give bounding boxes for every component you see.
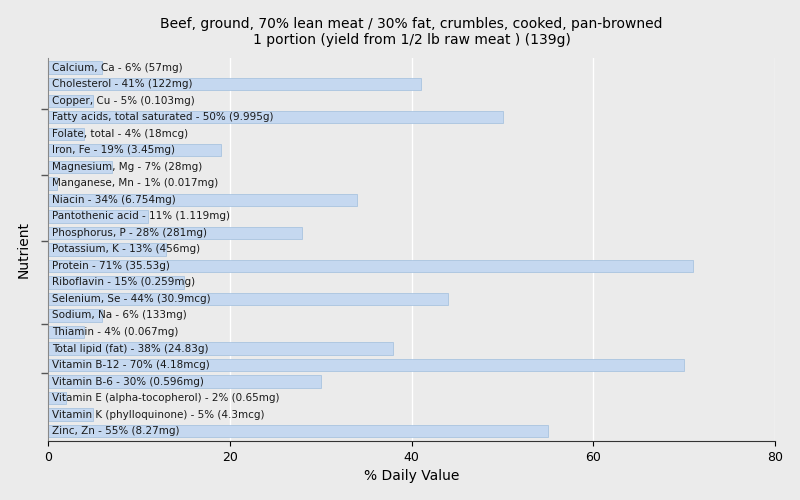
Bar bbox=[48, 160, 111, 173]
Text: Magnesium, Mg - 7% (28mg): Magnesium, Mg - 7% (28mg) bbox=[53, 162, 202, 172]
Bar bbox=[48, 293, 448, 305]
Text: Protein - 71% (35.53g): Protein - 71% (35.53g) bbox=[53, 261, 170, 271]
Text: Iron, Fe - 19% (3.45mg): Iron, Fe - 19% (3.45mg) bbox=[53, 146, 175, 156]
Text: Vitamin K (phylloquinone) - 5% (4.3mcg): Vitamin K (phylloquinone) - 5% (4.3mcg) bbox=[53, 410, 265, 420]
Text: Copper, Cu - 5% (0.103mg): Copper, Cu - 5% (0.103mg) bbox=[53, 96, 195, 106]
Text: Phosphorus, P - 28% (281mg): Phosphorus, P - 28% (281mg) bbox=[53, 228, 207, 238]
Bar bbox=[48, 194, 357, 206]
Text: Zinc, Zn - 55% (8.27mg): Zinc, Zn - 55% (8.27mg) bbox=[53, 426, 180, 436]
Bar bbox=[48, 94, 94, 107]
Bar bbox=[48, 276, 184, 288]
Text: Fatty acids, total saturated - 50% (9.995g): Fatty acids, total saturated - 50% (9.99… bbox=[53, 112, 274, 122]
Text: Thiamin - 4% (0.067mg): Thiamin - 4% (0.067mg) bbox=[53, 327, 179, 337]
Bar bbox=[48, 128, 84, 140]
Bar bbox=[48, 210, 148, 222]
Text: Riboflavin - 15% (0.259mg): Riboflavin - 15% (0.259mg) bbox=[53, 278, 195, 287]
Text: Vitamin E (alpha-tocopherol) - 2% (0.65mg): Vitamin E (alpha-tocopherol) - 2% (0.65m… bbox=[53, 393, 280, 403]
Bar bbox=[48, 408, 94, 421]
Bar bbox=[48, 425, 548, 438]
Bar bbox=[48, 177, 57, 190]
Bar bbox=[48, 376, 321, 388]
Text: Cholesterol - 41% (122mg): Cholesterol - 41% (122mg) bbox=[53, 79, 193, 89]
Bar bbox=[48, 342, 394, 354]
Bar bbox=[48, 310, 102, 322]
Bar bbox=[48, 243, 166, 256]
Text: Folate, total - 4% (18mcg): Folate, total - 4% (18mcg) bbox=[53, 129, 189, 139]
Text: Vitamin B-12 - 70% (4.18mcg): Vitamin B-12 - 70% (4.18mcg) bbox=[53, 360, 210, 370]
X-axis label: % Daily Value: % Daily Value bbox=[364, 470, 459, 484]
Text: Selenium, Se - 44% (30.9mcg): Selenium, Se - 44% (30.9mcg) bbox=[53, 294, 211, 304]
Text: Niacin - 34% (6.754mg): Niacin - 34% (6.754mg) bbox=[53, 195, 176, 205]
Bar bbox=[48, 326, 84, 338]
Text: Pantothenic acid - 11% (1.119mg): Pantothenic acid - 11% (1.119mg) bbox=[53, 212, 230, 222]
Bar bbox=[48, 78, 421, 90]
Text: Calcium, Ca - 6% (57mg): Calcium, Ca - 6% (57mg) bbox=[53, 62, 183, 72]
Text: Manganese, Mn - 1% (0.017mg): Manganese, Mn - 1% (0.017mg) bbox=[53, 178, 218, 188]
Bar bbox=[48, 62, 102, 74]
Bar bbox=[48, 392, 66, 404]
Text: Vitamin B-6 - 30% (0.596mg): Vitamin B-6 - 30% (0.596mg) bbox=[53, 376, 204, 386]
Bar bbox=[48, 260, 694, 272]
Text: Total lipid (fat) - 38% (24.83g): Total lipid (fat) - 38% (24.83g) bbox=[53, 344, 209, 353]
Bar bbox=[48, 144, 221, 156]
Bar bbox=[48, 359, 685, 372]
Bar bbox=[48, 111, 502, 124]
Text: Sodium, Na - 6% (133mg): Sodium, Na - 6% (133mg) bbox=[53, 310, 187, 320]
Y-axis label: Nutrient: Nutrient bbox=[17, 221, 30, 278]
Bar bbox=[48, 226, 302, 239]
Text: Potassium, K - 13% (456mg): Potassium, K - 13% (456mg) bbox=[53, 244, 201, 254]
Title: Beef, ground, 70% lean meat / 30% fat, crumbles, cooked, pan-browned
1 portion (: Beef, ground, 70% lean meat / 30% fat, c… bbox=[160, 16, 663, 47]
